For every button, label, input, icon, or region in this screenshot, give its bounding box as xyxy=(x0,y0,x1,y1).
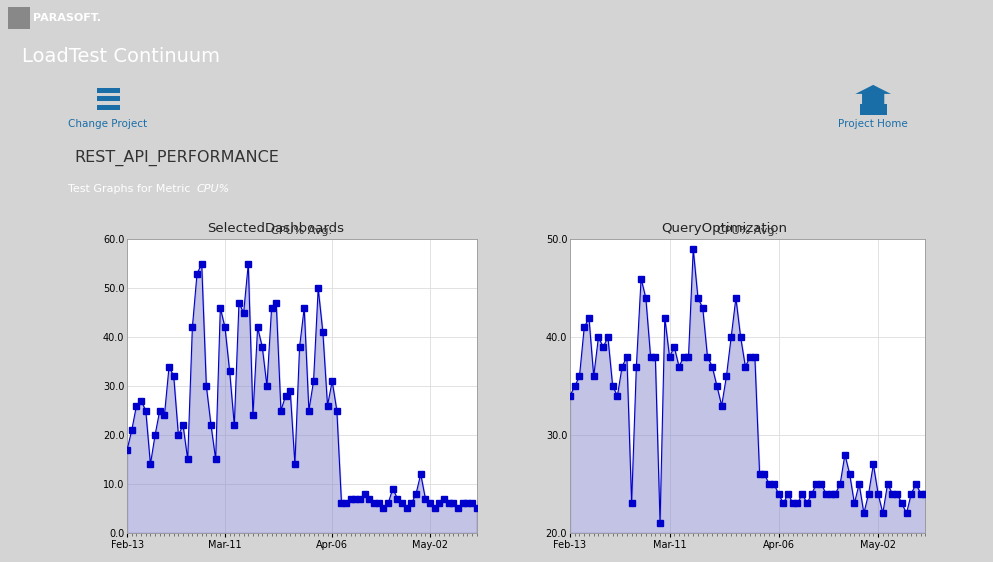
FancyArrow shape xyxy=(855,85,891,109)
Bar xyxy=(97,88,119,93)
Text: Change Project: Change Project xyxy=(69,119,148,129)
Bar xyxy=(860,104,887,115)
Title: CPU% Avg.: CPU% Avg. xyxy=(271,226,333,236)
Text: QueryOptimization: QueryOptimization xyxy=(661,222,786,235)
Text: REST_API_PERFORMANCE: REST_API_PERFORMANCE xyxy=(74,150,279,166)
Text: PARASOFT.: PARASOFT. xyxy=(33,13,100,23)
Text: Test Graphs for Metric: Test Graphs for Metric xyxy=(68,184,194,194)
Bar xyxy=(97,96,119,101)
Title: CPU% Avg.: CPU% Avg. xyxy=(717,226,779,236)
Text: LoadTest Continuum: LoadTest Continuum xyxy=(22,47,219,66)
Text: SelectedDashboards: SelectedDashboards xyxy=(208,222,344,235)
Bar xyxy=(8,7,30,29)
Text: CPU%: CPU% xyxy=(197,184,230,194)
Bar xyxy=(97,105,119,110)
Text: Project Home: Project Home xyxy=(838,119,908,129)
